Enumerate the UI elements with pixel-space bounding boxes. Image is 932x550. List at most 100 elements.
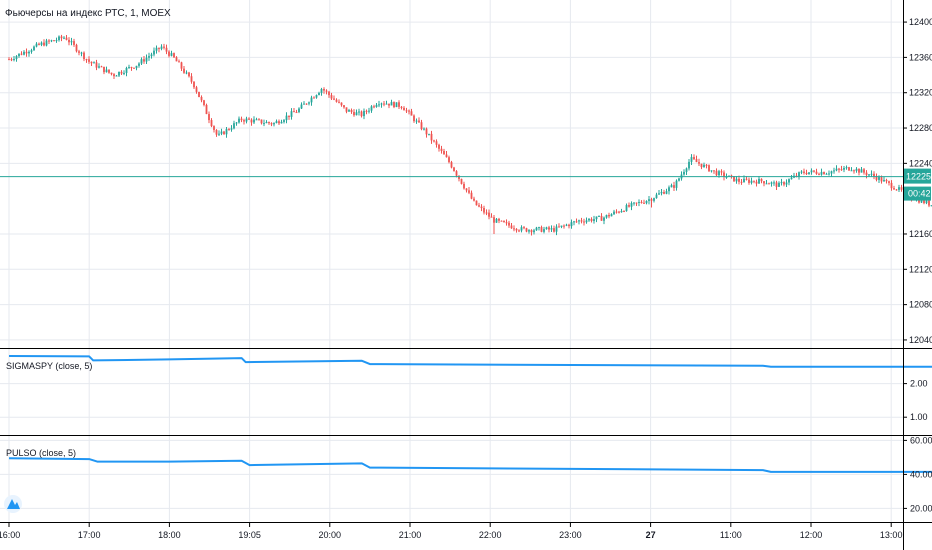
- candle[interactable]: [900, 184, 903, 192]
- candle[interactable]: [405, 107, 408, 114]
- candle[interactable]: [193, 81, 195, 89]
- candle[interactable]: [553, 225, 555, 233]
- candle[interactable]: [373, 104, 375, 109]
- candle[interactable]: [238, 116, 240, 124]
- candle[interactable]: [703, 162, 705, 168]
- candle[interactable]: [853, 169, 855, 174]
- candle[interactable]: [565, 223, 568, 227]
- candle[interactable]: [665, 188, 668, 195]
- candle[interactable]: [453, 166, 455, 172]
- candle[interactable]: [43, 39, 45, 47]
- candle[interactable]: [750, 177, 753, 185]
- candle[interactable]: [808, 172, 810, 175]
- candle[interactable]: [693, 154, 695, 160]
- candle[interactable]: [450, 160, 453, 169]
- candle[interactable]: [680, 171, 683, 181]
- candle[interactable]: [793, 172, 795, 179]
- candle[interactable]: [445, 151, 448, 158]
- candle[interactable]: [663, 189, 665, 195]
- candle[interactable]: [603, 216, 605, 225]
- candle[interactable]: [640, 200, 643, 204]
- candle[interactable]: [678, 177, 680, 182]
- candle[interactable]: [713, 170, 715, 174]
- candle[interactable]: [248, 117, 250, 120]
- candle[interactable]: [523, 225, 525, 230]
- candle[interactable]: [75, 43, 78, 53]
- candle[interactable]: [400, 105, 403, 110]
- candle[interactable]: [413, 114, 415, 123]
- candle[interactable]: [308, 101, 310, 106]
- candle[interactable]: [165, 44, 168, 55]
- candle[interactable]: [518, 229, 520, 233]
- candle[interactable]: [593, 215, 595, 224]
- candle[interactable]: [483, 205, 485, 215]
- candle[interactable]: [148, 52, 150, 61]
- candle[interactable]: [183, 66, 185, 74]
- candle[interactable]: [508, 220, 510, 228]
- candle[interactable]: [755, 179, 758, 187]
- candle[interactable]: [18, 53, 20, 58]
- candle[interactable]: [850, 167, 853, 172]
- candle[interactable]: [645, 200, 648, 205]
- candle[interactable]: [200, 95, 203, 103]
- candle[interactable]: [820, 168, 823, 176]
- candle[interactable]: [635, 202, 638, 207]
- candle[interactable]: [618, 210, 620, 214]
- candle[interactable]: [335, 98, 338, 103]
- candle[interactable]: [763, 180, 765, 187]
- candle[interactable]: [840, 165, 843, 171]
- candle[interactable]: [780, 178, 783, 186]
- candle[interactable]: [648, 195, 650, 205]
- candle[interactable]: [583, 218, 585, 226]
- candle[interactable]: [270, 122, 273, 127]
- candle[interactable]: [478, 202, 480, 208]
- candle[interactable]: [560, 225, 563, 229]
- candle[interactable]: [73, 38, 75, 47]
- candle[interactable]: [498, 217, 500, 224]
- candle[interactable]: [473, 196, 475, 202]
- candle[interactable]: [98, 63, 100, 69]
- candle[interactable]: [698, 158, 700, 167]
- candle[interactable]: [798, 171, 800, 180]
- candle[interactable]: [563, 224, 565, 229]
- candle[interactable]: [63, 36, 65, 40]
- candle[interactable]: [383, 100, 385, 107]
- candle[interactable]: [418, 117, 420, 124]
- candle[interactable]: [233, 120, 235, 130]
- candle[interactable]: [690, 154, 693, 165]
- candle[interactable]: [668, 185, 670, 195]
- candle[interactable]: [715, 168, 718, 176]
- candle[interactable]: [770, 181, 773, 187]
- candle[interactable]: [358, 108, 360, 116]
- candle[interactable]: [15, 55, 18, 62]
- candle[interactable]: [855, 167, 858, 173]
- candle[interactable]: [810, 168, 813, 175]
- candle[interactable]: [605, 214, 608, 219]
- candle[interactable]: [288, 115, 290, 120]
- candle[interactable]: [230, 125, 233, 132]
- candle[interactable]: [108, 69, 110, 74]
- candle[interactable]: [673, 181, 675, 191]
- candle[interactable]: [558, 223, 560, 228]
- price-axis[interactable]: 124000 123600 123200 122800 122400 121600 1212…: [903, 17, 932, 345]
- candle[interactable]: [838, 167, 840, 173]
- candle[interactable]: [218, 130, 220, 137]
- candle[interactable]: [688, 158, 690, 171]
- candle[interactable]: [203, 99, 205, 107]
- candle[interactable]: [873, 171, 875, 180]
- candle[interactable]: [435, 139, 438, 148]
- candle[interactable]: [788, 178, 790, 186]
- candle[interactable]: [360, 110, 363, 118]
- candle[interactable]: [790, 175, 793, 180]
- candle[interactable]: [115, 74, 118, 77]
- candle[interactable]: [408, 109, 410, 115]
- candle[interactable]: [895, 188, 898, 191]
- candle[interactable]: [315, 94, 318, 99]
- candle[interactable]: [190, 73, 193, 84]
- candle[interactable]: [178, 59, 180, 63]
- candle[interactable]: [890, 180, 893, 191]
- candle[interactable]: [505, 219, 508, 226]
- candle[interactable]: [813, 170, 815, 173]
- candle[interactable]: [803, 168, 805, 175]
